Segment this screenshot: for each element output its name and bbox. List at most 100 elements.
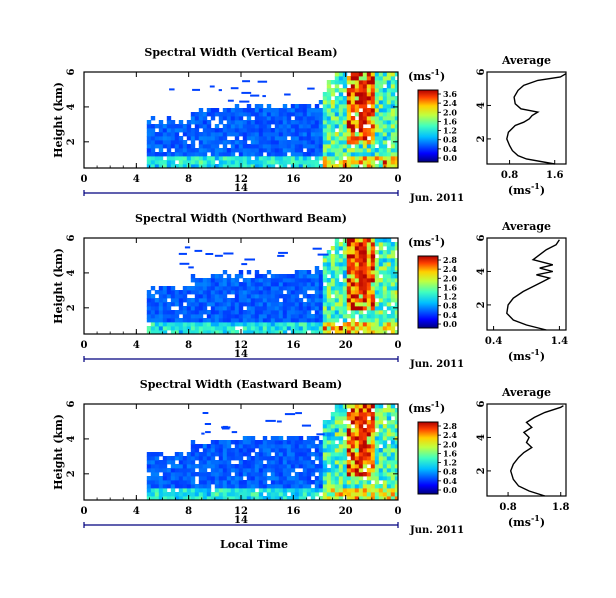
x-tick-label: 20 <box>339 340 353 351</box>
x-tick-label: 8 <box>185 174 192 185</box>
profile-x-tick-label: 1.6 <box>546 170 563 181</box>
date-axis-label: 14 <box>234 183 248 194</box>
x-tick-label: 0 <box>395 340 402 351</box>
colorbar-tick-label: 1.6 <box>443 448 457 458</box>
profile-y-tick-label: 4 <box>476 434 487 441</box>
colorbar-tick-label: 1.2 <box>443 292 457 302</box>
date-label: Jun. 2011 <box>409 193 464 204</box>
profile-x-axis-label: (ms-1) <box>508 181 545 197</box>
spectral-width-heatmap <box>146 72 398 168</box>
x-axis-label: Local Time <box>220 538 288 551</box>
profile-frame <box>486 403 567 497</box>
colorbar <box>417 255 439 329</box>
x-tick-label: 20 <box>339 174 353 185</box>
profile-y-tick-label: 4 <box>476 268 487 275</box>
date-axis-label: 14 <box>234 515 248 526</box>
profile-x-tick-label: 1.8 <box>552 502 569 513</box>
colorbar-tick-label: 0.4 <box>443 310 457 320</box>
profile-y-tick-label: 6 <box>476 234 487 241</box>
chart-title: Spectral Width (Northward Beam) <box>135 212 347 225</box>
profile-y-tick-label: 2 <box>476 135 487 142</box>
profile-x-axis-label: (ms-1) <box>508 347 545 363</box>
colorbar <box>417 89 439 163</box>
chart-title: Spectral Width (Eastward Beam) <box>140 378 342 391</box>
x-tick-label: 16 <box>286 340 300 351</box>
colorbar-tick-label: 0.8 <box>443 301 457 311</box>
colorbar-tick-label: 2.4 <box>443 430 457 440</box>
profile-x-tick-label: 0.8 <box>501 170 518 181</box>
colorbar-tick-label: 0.8 <box>443 135 457 145</box>
x-tick-label: 4 <box>133 174 140 185</box>
colorbar-tick-label: 0.0 <box>443 153 457 163</box>
profile-y-tick-label: 4 <box>476 102 487 109</box>
profile-frame <box>486 237 567 331</box>
colorbar-tick-label: 2.4 <box>443 98 457 108</box>
profile-x-axis-label: (ms-1) <box>508 513 545 529</box>
y-tick-label: 2 <box>66 304 77 311</box>
x-tick-label: 12 <box>234 506 248 517</box>
colorbar-tick-label: 1.2 <box>443 126 457 136</box>
date-label: Jun. 2011 <box>409 359 464 370</box>
colorbar-tick-label: 0.8 <box>443 467 457 477</box>
y-tick-label: 2 <box>66 470 77 477</box>
average-width-profile-line <box>506 73 567 165</box>
colorbar-unit: (ms-1) <box>408 399 445 415</box>
profile-x-tick-label: 0.4 <box>485 336 502 347</box>
colorbar-unit: (ms-1) <box>408 233 445 249</box>
profile-title: Average <box>501 54 551 67</box>
y-tick-label: 4 <box>66 103 77 110</box>
date-label: Jun. 2011 <box>409 525 464 536</box>
colorbar-tick-label: 1.2 <box>443 458 457 468</box>
colorbar-tick-label: 2.0 <box>443 439 457 449</box>
colorbar-tick-label: 2.8 <box>443 421 457 431</box>
y-tick-label: 4 <box>66 269 77 276</box>
x-tick-label: 4 <box>133 340 140 351</box>
profile-y-tick-label: 2 <box>476 467 487 474</box>
y-tick-label: 6 <box>66 400 77 407</box>
y-axis-label: Height (km) <box>52 414 65 490</box>
colorbar-tick-label: 2.4 <box>443 264 457 274</box>
x-tick-label: 0 <box>81 340 88 351</box>
profile-title: Average <box>501 386 551 399</box>
x-tick-label: 8 <box>185 340 192 351</box>
x-tick-label: 0 <box>395 506 402 517</box>
x-tick-label: 12 <box>234 340 248 351</box>
spectral-width-heatmap <box>146 238 398 334</box>
panel-3: Spectral Width (Eastward Beam)0 4 8 12 16 20 0… <box>52 378 569 536</box>
colorbar-tick-label: 1.6 <box>443 282 457 292</box>
chart-title: Spectral Width (Vertical Beam) <box>144 46 337 59</box>
y-tick-label: 6 <box>66 68 77 75</box>
spectral-width-heatmap <box>146 404 398 500</box>
colorbar-tick-label: 0.4 <box>443 144 457 154</box>
date-axis-label: 14 <box>234 349 248 360</box>
colorbar-unit: (ms-1) <box>408 67 445 83</box>
y-tick-label: 6 <box>66 234 77 241</box>
profile-frame <box>486 71 567 165</box>
x-tick-label: 0 <box>81 174 88 185</box>
x-tick-label: 12 <box>234 174 248 185</box>
colorbar <box>417 421 439 495</box>
colorbar-tick-label: 0.0 <box>443 319 457 329</box>
average-width-profile-line <box>509 405 564 497</box>
x-tick-label: 0 <box>395 174 402 185</box>
colorbar-tick-label: 0.4 <box>443 476 457 486</box>
colorbar-tick-label: 2.8 <box>443 255 457 265</box>
profile-y-tick-label: 6 <box>476 400 487 407</box>
profile-x-tick-label: 0.8 <box>499 502 516 513</box>
x-tick-label: 16 <box>286 174 300 185</box>
profile-y-tick-label: 6 <box>476 68 487 75</box>
colorbar-tick-label: 2.0 <box>443 273 457 283</box>
y-axis-label: Height (km) <box>52 82 65 158</box>
y-tick-label: 4 <box>66 435 77 442</box>
colorbar-tick-label: 3.6 <box>443 89 457 99</box>
x-tick-label: 0 <box>81 506 88 517</box>
colorbar-tick-label: 2.0 <box>443 107 457 117</box>
profile-x-tick-label: 1.4 <box>551 336 568 347</box>
colorbar-tick-label: 0.0 <box>443 485 457 495</box>
y-axis-label: Height (km) <box>52 248 65 324</box>
colorbar-tick-label: 1.6 <box>443 116 457 126</box>
x-tick-label: 16 <box>286 506 300 517</box>
x-tick-label: 4 <box>133 506 140 517</box>
x-tick-label: 20 <box>339 506 353 517</box>
